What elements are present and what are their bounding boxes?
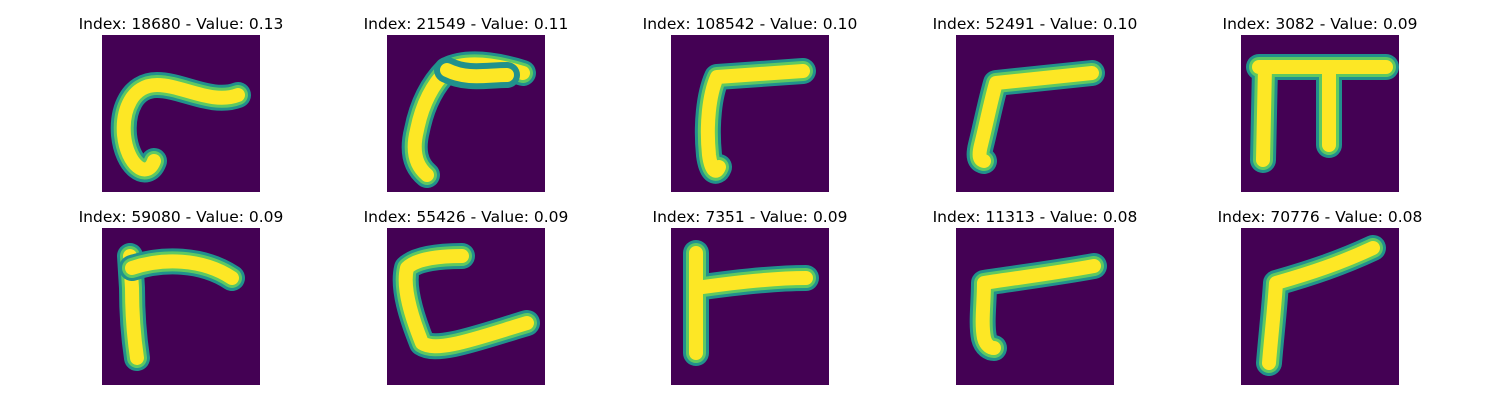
- panel-4: Index: 52491 - Value: 0.10: [933, 15, 1137, 192]
- gamma-glyph-image: [956, 35, 1114, 192]
- panel-5: Index: 3082 - Value: 0.09: [1223, 15, 1417, 192]
- panel-title: Index: 55426 - Value: 0.09: [363, 208, 569, 226]
- panel-2: Index: 21549 - Value: 0.11: [364, 15, 568, 192]
- panel-title: Index: 7351 - Value: 0.09: [652, 208, 848, 226]
- gamma-glyph-image: [671, 35, 829, 192]
- gamma-glyph-image: [956, 228, 1114, 385]
- panel-title: Index: 18680 - Value: 0.13: [78, 15, 284, 33]
- panel-title: Index: 3082 - Value: 0.09: [1222, 15, 1418, 33]
- gamma-glyph-image: [102, 228, 260, 385]
- t-glyph-image: [671, 228, 829, 385]
- panel-1: Index: 18680 - Value: 0.13: [79, 15, 283, 192]
- panel-title: Index: 52491 - Value: 0.10: [932, 15, 1138, 33]
- panel-title: Index: 70776 - Value: 0.08: [1217, 208, 1423, 226]
- panel-7: Index: 55426 - Value: 0.09: [364, 208, 568, 385]
- panel-6: Index: 59080 - Value: 0.09: [79, 208, 283, 385]
- panel-title: Index: 11313 - Value: 0.08: [932, 208, 1138, 226]
- wing-glyph-image: [387, 35, 545, 192]
- panel-3: Index: 108542 - Value: 0.10: [643, 15, 857, 192]
- c-glyph-image: [387, 228, 545, 385]
- panel-title: Index: 21549 - Value: 0.11: [363, 15, 569, 33]
- panel-9: Index: 11313 - Value: 0.08: [933, 208, 1137, 385]
- panel-10: Index: 70776 - Value: 0.08: [1218, 208, 1422, 385]
- panel-title: Index: 59080 - Value: 0.09: [78, 208, 284, 226]
- gamma-glyph-image: [1241, 228, 1399, 385]
- pi-glyph-image: [1241, 35, 1399, 192]
- panel-8: Index: 7351 - Value: 0.09: [653, 208, 847, 385]
- panel-title: Index: 108542 - Value: 0.10: [642, 15, 858, 33]
- hook-glyph-image: [102, 35, 260, 192]
